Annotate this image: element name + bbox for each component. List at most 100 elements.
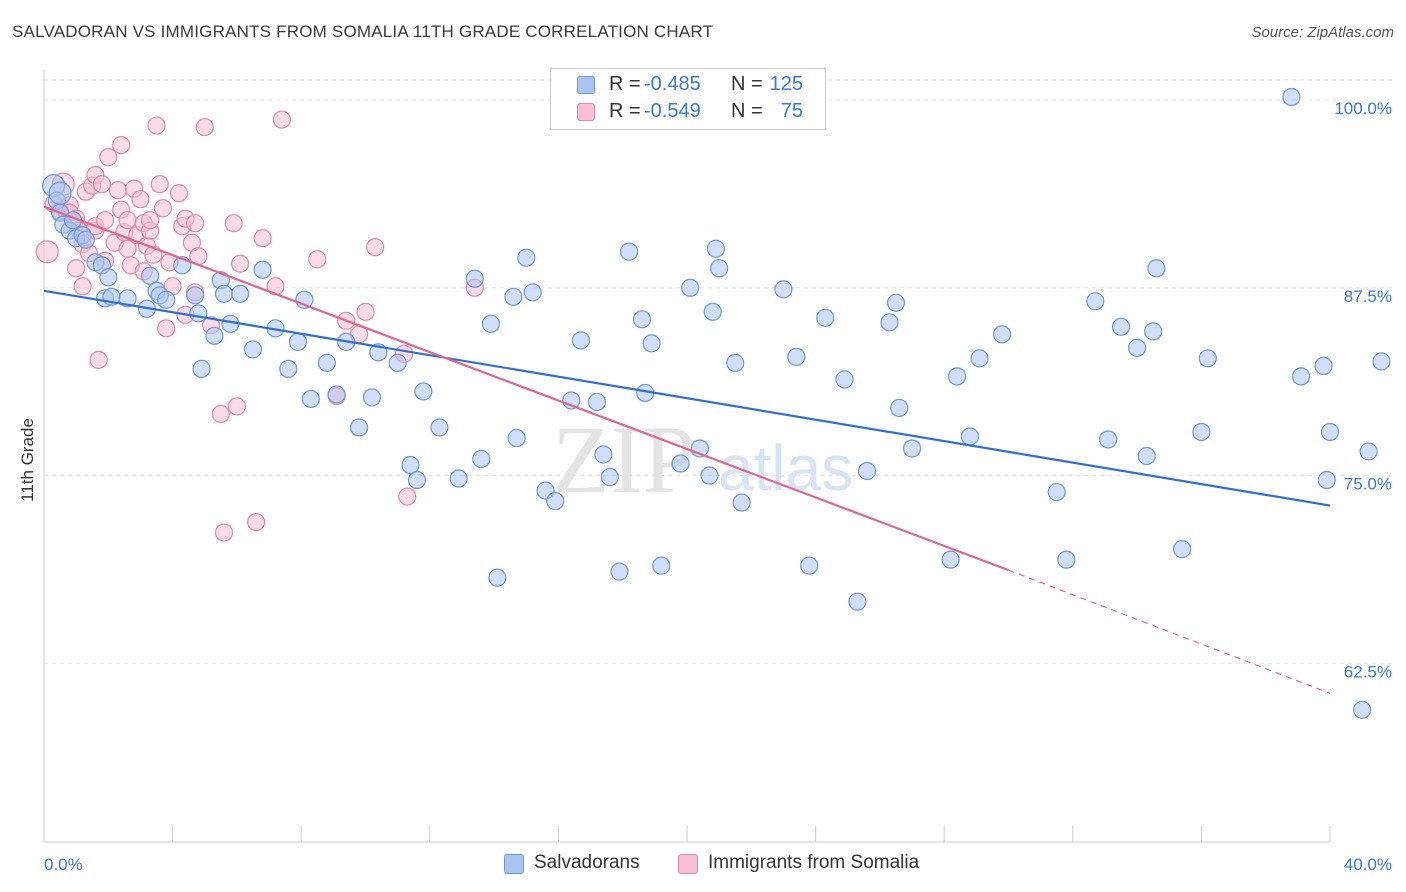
somalia-point [169, 184, 189, 203]
salvadoran-point [1372, 352, 1391, 371]
legend-r-value: -0.549 [644, 100, 701, 122]
stats-legend: R = -0.485 N = 125 R = -0.549 N = 75 [550, 68, 826, 130]
salvadoran-point [362, 388, 382, 407]
somalia-point [95, 211, 115, 230]
bottom-legend-swatch [678, 854, 698, 874]
salvadoran-point [1282, 87, 1301, 107]
somalia-point [108, 181, 128, 200]
salvadoran-point [388, 353, 407, 372]
salvadoran-point [1353, 700, 1372, 719]
salvadoran-point [587, 392, 607, 412]
salvadoran-point [1127, 338, 1147, 357]
somalia-trend-extension [1008, 569, 1331, 694]
salvadoran-point [1137, 446, 1156, 466]
salvadoran-point [620, 242, 639, 261]
salvadoran-point [642, 334, 661, 353]
salvadoran-point [76, 230, 95, 249]
salvadoran-point [902, 439, 922, 458]
salvadoran-point [301, 389, 320, 409]
somalia-point [366, 238, 385, 257]
salvadoran-point [594, 445, 613, 464]
salvadoran-point [243, 340, 263, 359]
somalia-point [157, 319, 176, 338]
salvadoran-point [857, 461, 877, 481]
salvadoran-point [472, 449, 491, 469]
somalia-point [118, 211, 137, 230]
salvadoran-point [700, 466, 719, 485]
salvadoran-point [99, 268, 118, 287]
somalia-point [231, 254, 250, 273]
salvadoran-point [118, 289, 137, 308]
salvadoran-point [992, 325, 1012, 344]
legend-n-value: 75 [780, 100, 803, 122]
somalia-point [99, 148, 118, 167]
somalia-point [147, 116, 166, 135]
salvadoran-point [947, 367, 967, 386]
salvadoran-point [157, 290, 176, 309]
salvadoran-point [279, 359, 298, 378]
salvadoran-point [1147, 259, 1166, 278]
somalia-point [140, 211, 160, 230]
salvadoran-point [523, 283, 542, 302]
legend-row-salvadorans: R = -0.485 N = 125 [551, 73, 825, 99]
salvadoran-point [481, 314, 500, 333]
somalia-point [35, 240, 59, 264]
salvadoran-point [800, 556, 819, 575]
bottom-legend: Salvadorans Immigrants from Somalia [0, 852, 1406, 878]
salvadoran-point [1314, 356, 1333, 375]
somalia-point [112, 135, 131, 155]
salvadoran-point [465, 269, 484, 288]
somalia-point [153, 199, 173, 218]
salvadoran-point [449, 469, 468, 488]
somalia-point [227, 397, 246, 416]
somalia-point [92, 175, 111, 194]
salvadoran-point [1057, 550, 1076, 569]
legend-r-value: -0.485 [644, 73, 701, 95]
salvadoran-point [1099, 430, 1118, 449]
salvadoran-point [205, 326, 224, 345]
salvadoran-point [401, 455, 420, 475]
salvadoran-point [632, 310, 652, 329]
somalia-point [214, 523, 234, 542]
salvadoran-point [941, 550, 960, 569]
salvadoran-point [214, 284, 234, 303]
salvadoran-point [1317, 470, 1336, 490]
salvadoran-point [1047, 482, 1066, 502]
salvadoran-point [726, 353, 745, 372]
salvadoran-point [517, 248, 536, 267]
y-tick-label: 100.0% [1334, 99, 1392, 118]
salvadoran-point [430, 418, 449, 437]
legend-n-label: N = [731, 73, 763, 95]
bottom-legend-label: Salvadorans [534, 852, 640, 873]
salvadoran-point [671, 454, 690, 473]
somalia-point [73, 277, 92, 296]
somalia-point [247, 512, 266, 532]
somalia-point [89, 350, 108, 369]
y-tick-label: 87.5% [1344, 287, 1392, 306]
salvadoran-point [681, 278, 700, 297]
salvadoran-point [886, 293, 906, 312]
somalia-point [272, 110, 292, 129]
salvadoran-point [960, 427, 980, 446]
bottom-legend-label: Immigrants from Somalia [708, 852, 920, 873]
salvadoran-point [1144, 322, 1163, 341]
salvadoran-point [571, 331, 591, 350]
legend-swatch-blue [577, 76, 595, 94]
salvadoran-point [1359, 442, 1378, 461]
legend-n-label: N = [731, 100, 763, 122]
salvadoran-point [706, 239, 726, 258]
salvadoran-point [317, 353, 337, 372]
salvadoran-point [546, 491, 565, 511]
salvadoran-point [600, 467, 619, 487]
salvadoran-point [48, 181, 72, 205]
salvadoran-trend-line [43, 289, 1331, 507]
somalia-point [356, 302, 375, 321]
salvadoran-point [186, 286, 205, 305]
salvadoran-point [253, 260, 272, 279]
salvadoran-point [890, 398, 909, 418]
salvadoran-point [189, 304, 208, 323]
salvadoran-point [140, 266, 160, 285]
somalia-point [308, 250, 327, 269]
somalia-point [67, 259, 86, 278]
